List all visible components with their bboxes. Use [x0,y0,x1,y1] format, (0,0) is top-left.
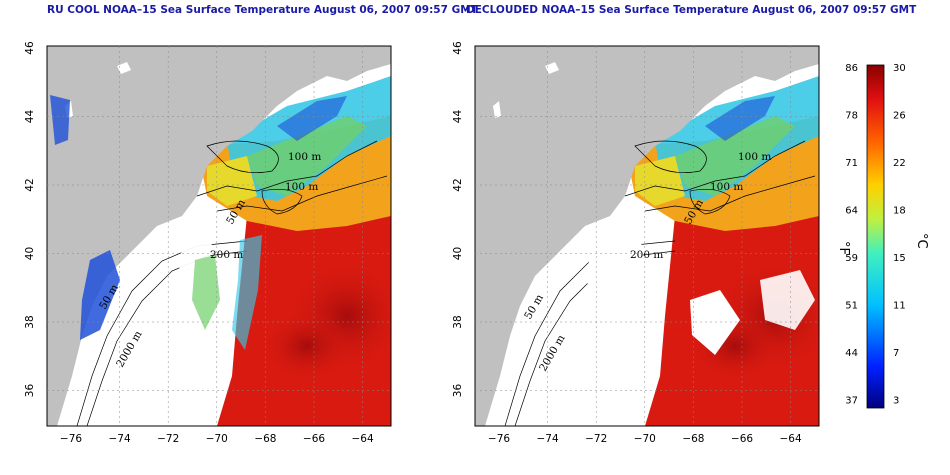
right-panel-title: DECLOUDED NOAA–15 Sea Surface Temperatur… [466,4,917,16]
right-map-frame [474,45,820,427]
right-contour-label: 100 m [738,151,771,163]
fahrenheit-tick-label: 44 [845,348,858,359]
left-panel-title: RU COOL NOAA–15 Sea Surface Temperature … [47,4,478,16]
fahrenheit-tick-label: 78 [845,111,858,122]
right-map-panel: 100 m 100 m 50 m 200 m 50 m 2000 m [474,45,820,427]
latitude-tick-label: 36 [24,384,36,398]
latitude-tick-label: 38 [24,315,36,328]
celsius-unit-label: °C [914,233,929,249]
longitude-tick-label: −76 [488,433,510,445]
celsius-tick-label: 30 [893,63,906,74]
fahrenheit-unit-label: °F [836,241,851,255]
lat-lon-gridlines [47,46,819,426]
fahrenheit-tick-label: 59 [845,253,858,264]
colorbar-gradient [866,64,885,409]
fahrenheit-tick-label: 37 [845,396,858,407]
longitude-tick-label: −66 [731,433,753,445]
celsius-tick-label: 11 [893,301,906,312]
longitude-tick-label: −64 [780,433,802,445]
colorbar-ticks: 86 78 71 64 59 51 44 37 30 26 22 18 15 11 7 3 [845,63,905,407]
celsius-tick-label: 15 [893,253,906,264]
left-contour-label: 100 m [285,181,318,193]
celsius-tick-label: 26 [893,111,906,122]
latitude-tick-label: 42 [24,178,36,191]
longitude-tick-label: −64 [352,433,374,445]
axis-ticks: −76 −74 −72 −70 −68 −66 −64 46 44 42 40 38 36 −76 −74 −… [24,41,802,445]
latitude-tick-label: 38 [452,315,464,328]
left-contour-label: 100 m [288,151,321,163]
latitude-tick-label: 40 [24,247,36,260]
left-map-frame [46,45,392,427]
longitude-tick-label: −70 [634,433,656,445]
longitude-tick-label: −76 [60,433,82,445]
longitude-tick-label: −66 [303,433,325,445]
fahrenheit-tick-label: 86 [845,63,858,74]
celsius-tick-label: 22 [893,158,906,169]
latitude-tick-label: 46 [452,41,464,55]
longitude-tick-label: −72 [585,433,607,445]
longitude-tick-label: −70 [206,433,228,445]
latitude-tick-label: 44 [452,110,464,124]
left-map-panel: 100 m 100 m 50 m 200 m 50 m 2000 m [46,45,392,427]
latitude-tick-label: 40 [452,247,464,260]
fahrenheit-tick-label: 71 [845,158,858,169]
right-contour-label: 100 m [710,181,743,193]
celsius-tick-label: 3 [893,396,899,407]
latitude-tick-label: 44 [24,110,36,124]
longitude-tick-label: −68 [682,433,704,445]
fahrenheit-tick-label: 51 [845,301,858,312]
longitude-tick-label: −74 [109,433,131,445]
celsius-tick-label: 7 [893,348,899,359]
fahrenheit-tick-label: 64 [845,206,858,217]
longitude-tick-label: −72 [157,433,179,445]
colorbar: 86 78 71 64 59 51 44 37 30 26 22 18 15 11 7 3 °F °C [836,63,929,409]
longitude-tick-label: −74 [537,433,559,445]
longitude-tick-label: −68 [254,433,276,445]
right-contour-label: 200 m [630,249,663,261]
latitude-tick-label: 42 [452,178,464,191]
celsius-tick-label: 18 [893,206,906,217]
left-contour-label: 200 m [210,249,243,261]
latitude-tick-label: 46 [24,41,36,55]
latitude-tick-label: 36 [452,384,464,398]
